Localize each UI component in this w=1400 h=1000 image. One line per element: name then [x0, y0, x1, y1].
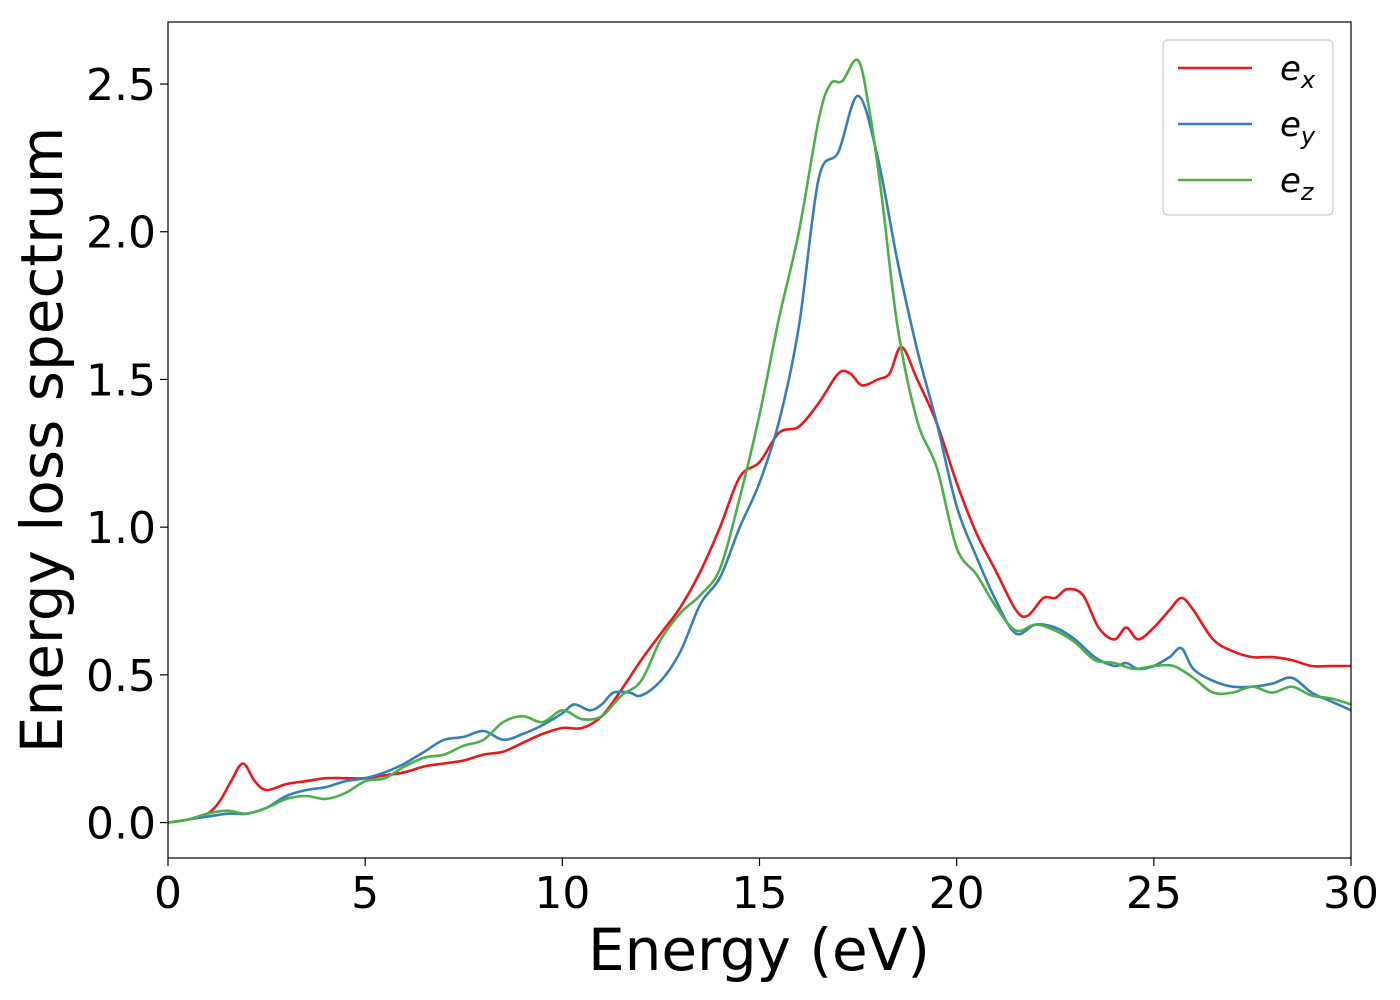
plot-area — [168, 22, 1351, 858]
x-tick-label: 0 — [154, 868, 182, 919]
legend: ex ey ez — [1162, 39, 1334, 216]
x-tick-label: 25 — [1126, 868, 1182, 919]
y-tick-label: 1.0 — [86, 503, 156, 554]
y-axis-ticks: 0.0 0.5 1.0 1.5 2.0 2.5 — [86, 60, 168, 850]
series-line-z — [167, 58, 1352, 824]
legend-label-z: ez — [1280, 161, 1315, 206]
x-tick-label: 20 — [929, 868, 985, 919]
x-tick-label: 15 — [732, 868, 788, 919]
y-tick-label: 1.5 — [86, 355, 156, 406]
x-axis-ticks: 0 5 10 15 20 25 30 — [154, 858, 1379, 919]
y-tick-label: 0.5 — [86, 651, 156, 702]
x-axis-label: Energy (eV) — [588, 916, 930, 984]
y-tick-label: 2.0 — [86, 208, 156, 259]
x-tick-label: 10 — [534, 868, 590, 919]
legend-label-y: ey — [1280, 105, 1316, 150]
series-line-x — [167, 345, 1351, 824]
x-tick-label: 30 — [1323, 868, 1379, 919]
legend-box — [1162, 39, 1334, 216]
legend-label-x: ex — [1280, 49, 1316, 94]
y-axis-label: Energy loss spectrum — [8, 127, 76, 753]
series-layer — [167, 58, 1352, 824]
x-tick-label: 5 — [351, 868, 379, 919]
y-tick-label: 0.0 — [86, 799, 156, 850]
y-tick-label: 2.5 — [86, 60, 156, 111]
